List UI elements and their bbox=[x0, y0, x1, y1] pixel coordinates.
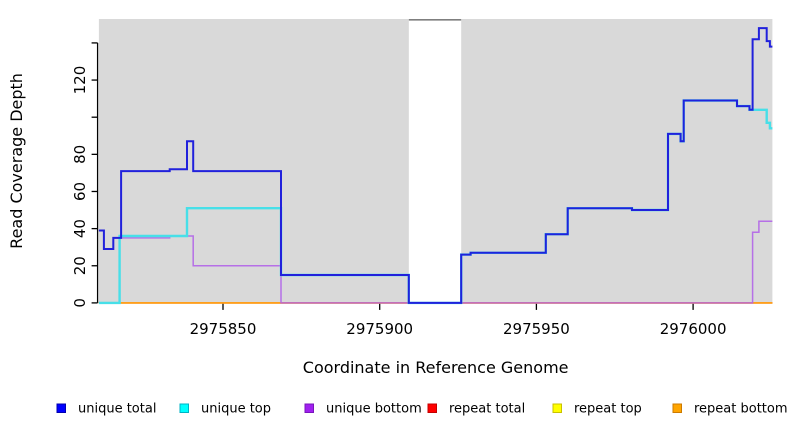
y-tick-label: 20 bbox=[71, 256, 89, 275]
y-tick-label: 0 bbox=[71, 298, 89, 308]
x-tick-label: 2975850 bbox=[190, 320, 257, 338]
x-tick-label: 2975900 bbox=[346, 320, 413, 338]
legend-label-unique-total: unique total bbox=[78, 401, 156, 416]
legend-swatch-unique-bottom bbox=[304, 403, 314, 413]
legend-label-repeat-bottom: repeat bottom bbox=[694, 401, 788, 416]
y-axis-label: Read Coverage Depth bbox=[7, 73, 26, 249]
x-tick-label: 2976000 bbox=[660, 320, 727, 338]
legend-swatch-unique-total bbox=[56, 403, 66, 413]
x-axis-label: Coordinate in Reference Genome bbox=[303, 358, 569, 377]
legend-swatch-repeat-total bbox=[427, 403, 437, 413]
legend-swatch-repeat-bottom bbox=[672, 403, 682, 413]
y-tick-label: 60 bbox=[71, 182, 89, 201]
y-tick-label: 120 bbox=[71, 66, 89, 95]
legend-label-unique-bottom: unique bottom bbox=[326, 401, 422, 416]
y-tick-label: 40 bbox=[71, 219, 89, 238]
legend-label-repeat-top: repeat top bbox=[574, 401, 642, 416]
x-tick-label: 2975950 bbox=[503, 320, 570, 338]
legend-swatch-unique-top bbox=[179, 403, 189, 413]
y-tick-label: 80 bbox=[71, 145, 89, 164]
legend-label-unique-top: unique top bbox=[201, 401, 271, 416]
masked-region bbox=[408, 19, 462, 303]
legend-label-repeat-total: repeat total bbox=[449, 401, 525, 416]
legend-swatch-repeat-top bbox=[552, 403, 562, 413]
series-line-unique-total bbox=[98, 27, 773, 304]
